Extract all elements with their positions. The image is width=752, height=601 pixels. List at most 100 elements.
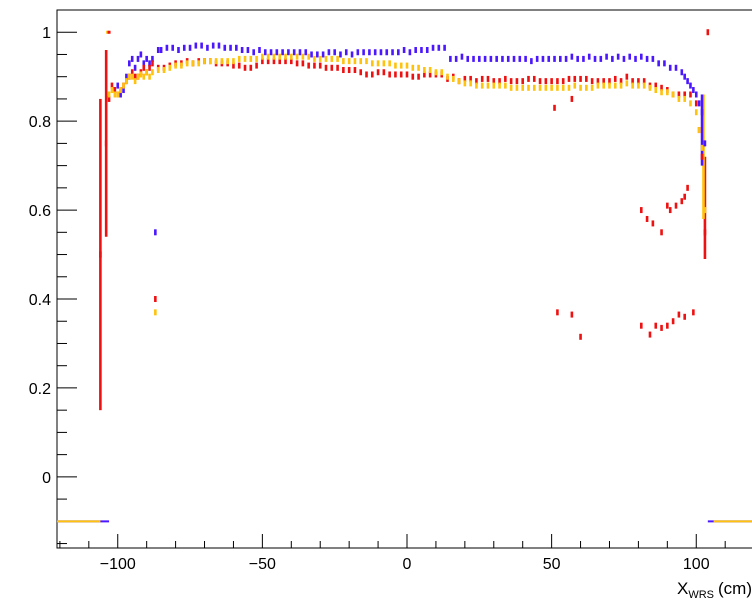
x-tick-label: 0 xyxy=(403,556,412,573)
data-point xyxy=(356,49,360,56)
data-point xyxy=(313,62,316,69)
data-point xyxy=(628,53,632,60)
data-point xyxy=(342,58,345,65)
data-point xyxy=(495,55,498,62)
data-point xyxy=(211,42,215,49)
data-point xyxy=(148,60,151,67)
data-point xyxy=(428,71,432,78)
data-point xyxy=(269,49,273,56)
data-point xyxy=(431,44,435,51)
data-point xyxy=(128,73,131,80)
data-point xyxy=(532,75,536,82)
data-point xyxy=(645,215,649,222)
data-point xyxy=(689,82,692,89)
data-point xyxy=(116,82,120,89)
data-point xyxy=(602,82,605,89)
data-point xyxy=(570,311,574,318)
data-point xyxy=(278,53,282,60)
data-point xyxy=(504,82,507,89)
data-point xyxy=(263,49,267,56)
data-point xyxy=(287,49,290,56)
data-point xyxy=(394,62,397,69)
data-point xyxy=(154,309,157,316)
data-point xyxy=(602,78,605,85)
data-point xyxy=(556,309,559,316)
data-point xyxy=(304,49,308,56)
data-point xyxy=(651,55,655,62)
data-point xyxy=(553,55,556,62)
data-point xyxy=(411,73,415,80)
data-point xyxy=(162,67,166,74)
data-point xyxy=(200,42,203,49)
data-point xyxy=(530,58,533,65)
data-point xyxy=(223,44,227,51)
data-point xyxy=(104,140,108,147)
data-point xyxy=(544,84,548,91)
data-point xyxy=(370,71,374,78)
series-layer xyxy=(57,29,752,523)
data-point xyxy=(648,84,652,91)
data-point xyxy=(278,58,282,65)
data-point xyxy=(480,82,484,89)
data-point xyxy=(136,73,140,80)
data-point xyxy=(327,49,331,56)
data-point xyxy=(382,69,386,76)
data-point xyxy=(608,78,611,85)
data-point xyxy=(119,87,122,94)
data-point xyxy=(686,184,689,191)
data-point xyxy=(625,80,629,87)
data-point xyxy=(559,55,562,62)
data-point xyxy=(706,29,710,36)
data-point xyxy=(217,42,221,49)
data-point xyxy=(694,109,698,116)
data-point xyxy=(512,55,516,62)
data-point xyxy=(515,78,519,85)
data-point xyxy=(130,69,134,76)
data-point xyxy=(281,49,284,56)
data-point xyxy=(567,84,571,91)
data-point xyxy=(515,84,519,91)
data-point xyxy=(625,73,629,80)
data-point xyxy=(469,75,472,82)
data-point xyxy=(324,64,328,71)
data-point xyxy=(145,69,148,76)
data-point xyxy=(660,324,663,331)
data-point xyxy=(538,78,542,85)
data-point xyxy=(289,58,293,65)
data-point xyxy=(521,78,525,85)
data-point xyxy=(660,84,663,91)
data-point xyxy=(336,64,339,71)
data-point xyxy=(466,55,470,62)
data-point xyxy=(116,91,120,98)
data-point xyxy=(486,82,490,89)
data-point xyxy=(258,47,261,54)
data-point xyxy=(107,91,111,98)
data-point xyxy=(680,198,684,205)
data-point xyxy=(148,73,151,80)
data-point xyxy=(654,82,658,89)
data-point xyxy=(703,207,707,214)
data-point xyxy=(663,60,666,67)
data-point xyxy=(252,49,255,56)
axes-group: −100 −50 0 50 100 0 0.2 0.4 0.6 0.8 1 xyxy=(29,25,726,573)
data-point xyxy=(480,75,484,82)
data-point xyxy=(700,153,704,160)
data-point xyxy=(151,69,154,76)
y-tick-label: 1 xyxy=(42,25,51,42)
data-point xyxy=(585,75,588,82)
data-point xyxy=(359,69,363,76)
data-point xyxy=(547,55,551,62)
data-point xyxy=(608,82,611,89)
data-point xyxy=(133,64,137,71)
data-point xyxy=(645,55,649,62)
data-point xyxy=(573,75,577,82)
y-tick-label: 0.6 xyxy=(29,203,51,220)
data-point xyxy=(417,73,420,80)
data-point xyxy=(532,84,536,91)
data-point xyxy=(660,229,663,236)
data-point xyxy=(538,84,542,91)
data-point xyxy=(284,58,287,65)
data-point xyxy=(683,73,686,80)
data-point xyxy=(556,78,559,85)
data-point xyxy=(579,84,582,91)
